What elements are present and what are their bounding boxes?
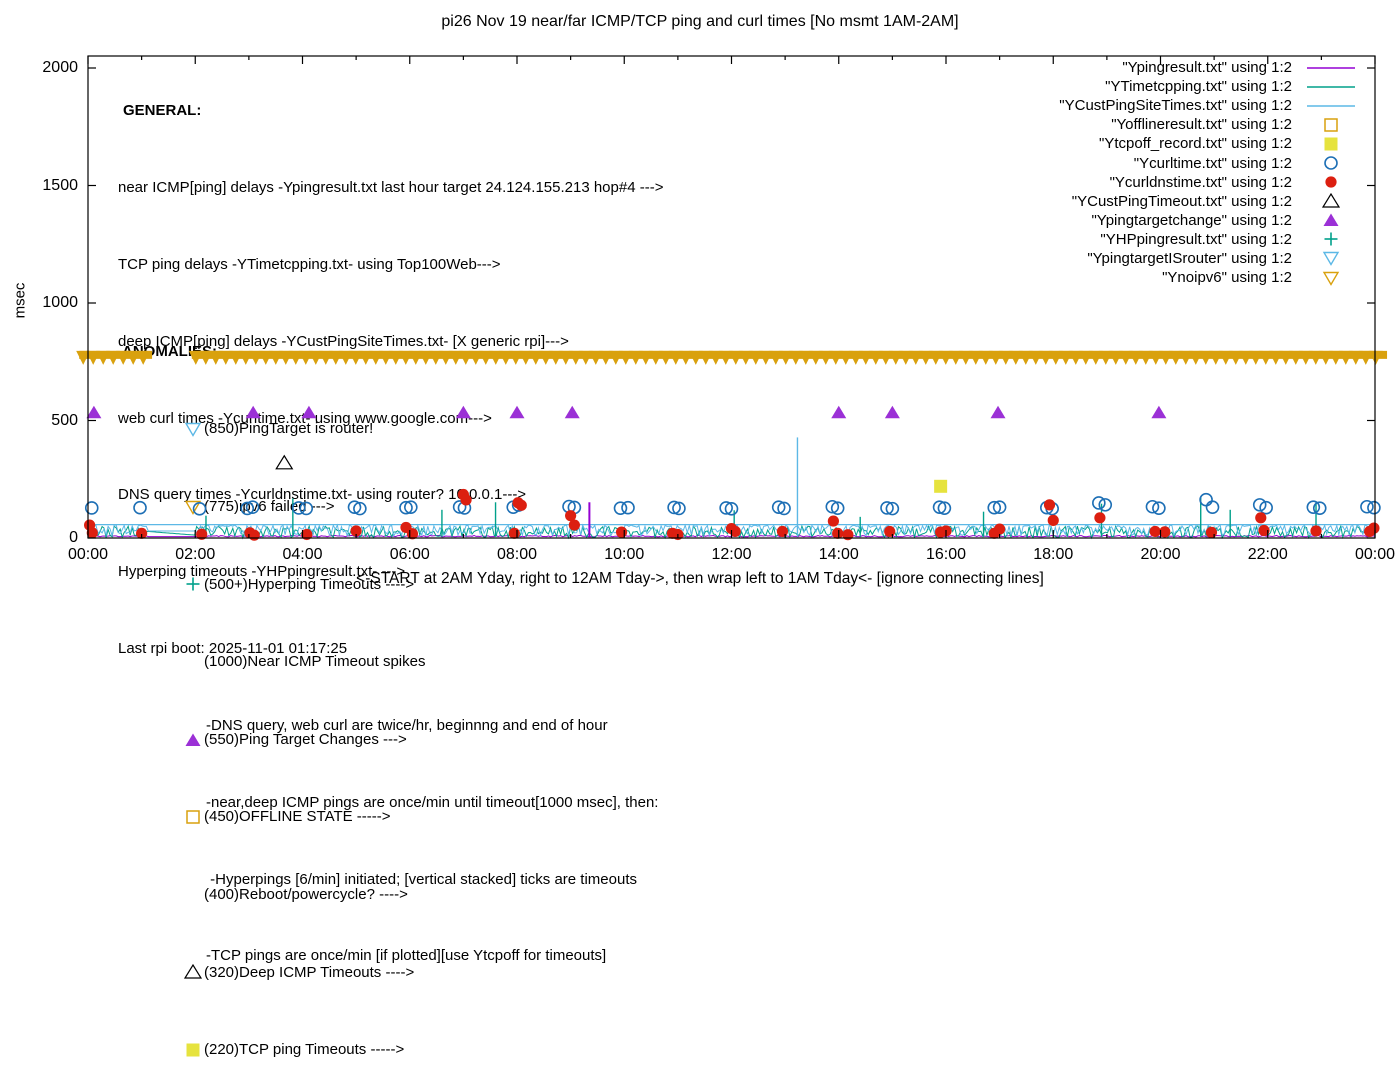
anomaly-item: (450)OFFLINE STATE -----> bbox=[184, 807, 425, 826]
x-tick-label: 14:00 bbox=[818, 546, 859, 563]
legend-label: "YCustPingTimeout.txt" using 1:2 bbox=[1071, 192, 1292, 210]
y-tick-label: 500 bbox=[51, 411, 78, 429]
anomaly-text: (450)OFFLINE STATE -----> bbox=[204, 808, 391, 826]
legend-item: "YHPpingresult.txt" using 1:2 bbox=[1000, 230, 1362, 249]
anomalies-annotations: ANOMALIES: (850)PingTarget is router! (7… bbox=[122, 303, 425, 1079]
legend-item: "YTimetcpping.txt" using 1:2 bbox=[1000, 77, 1362, 96]
legend-marker-icon bbox=[1300, 155, 1362, 171]
general-line: TCP ping delays -YTimetcpping.txt- using… bbox=[118, 256, 501, 274]
anomaly-marker-icon bbox=[184, 499, 204, 515]
anomaly-marker-icon bbox=[184, 576, 204, 592]
anomaly-marker-icon bbox=[184, 732, 204, 748]
anomaly-text: (1000)Near ICMP Timeout spikes bbox=[204, 653, 426, 671]
anomaly-item: (400)Reboot/powercycle? ----> bbox=[184, 885, 425, 904]
legend-item: "Ypingtargetchange" using 1:2 bbox=[1000, 211, 1362, 230]
legend-marker-icon bbox=[1300, 212, 1362, 228]
anomaly-marker-icon bbox=[184, 654, 204, 670]
legend-label: "Ypingresult.txt" using 1:2 bbox=[1122, 59, 1292, 77]
anomaly-item: (320)Deep ICMP Timeouts ----> bbox=[183, 963, 425, 982]
legend-item: "Yofflineresult.txt" using 1:2 bbox=[1000, 115, 1362, 134]
legend-label: "YpingtargetISrouter" using 1:2 bbox=[1087, 249, 1292, 267]
anomaly-item: (850)PingTarget is router! bbox=[184, 419, 425, 438]
legend-item: "Ycurltime.txt" using 1:2 bbox=[1000, 153, 1362, 172]
y-tick-label: 1500 bbox=[42, 176, 78, 194]
x-tick-label: 04:00 bbox=[282, 546, 323, 563]
anomaly-marker-icon bbox=[184, 809, 204, 825]
anomaly-item: (1000)Near ICMP Timeout spikes bbox=[184, 652, 425, 671]
anomaly-item: (220)TCP ping Timeouts -----> bbox=[184, 1040, 425, 1059]
legend-marker-icon bbox=[1300, 193, 1362, 209]
legend-label: "Ytcpoff_record.txt" using 1:2 bbox=[1099, 135, 1292, 153]
legend-item: "Ycurldnstime.txt" using 1:2 bbox=[1000, 173, 1362, 192]
x-tick-label: 22:00 bbox=[1247, 546, 1288, 563]
x-tick-label: 00:00 bbox=[1354, 546, 1396, 563]
general-line: near ICMP[ping] delays -Ypingresult.txt … bbox=[118, 179, 664, 197]
legend-label: "YCustPingSiteTimes.txt" using 1:2 bbox=[1059, 97, 1292, 115]
legend-marker-icon bbox=[1300, 79, 1362, 95]
anomaly-text: (500+)Hyperping Timeouts ----> bbox=[204, 575, 415, 593]
legend-label: "Ycurltime.txt" using 1:2 bbox=[1133, 154, 1292, 172]
anomaly-marker-icon bbox=[184, 1042, 204, 1058]
legend-marker-icon bbox=[1300, 60, 1362, 76]
anomaly-marker-icon bbox=[184, 887, 204, 903]
legend-item: "Ypingresult.txt" using 1:2 bbox=[1000, 58, 1362, 77]
x-tick-label: 10:00 bbox=[604, 546, 645, 563]
legend-marker-icon bbox=[1300, 250, 1362, 267]
x-tick-label: 12:00 bbox=[711, 546, 752, 563]
legend-marker-icon bbox=[1300, 136, 1362, 152]
legend-marker-icon bbox=[1300, 231, 1362, 247]
anomaly-item: (500+)Hyperping Timeouts ----> bbox=[184, 575, 425, 594]
x-tick-label: 18:00 bbox=[1033, 546, 1074, 563]
anomaly-marker-icon bbox=[183, 964, 204, 980]
legend-item: "Ynoipv6" using 1:2 bbox=[1000, 268, 1362, 287]
anomaly-item: (550)Ping Target Changes ---> bbox=[184, 730, 425, 749]
x-tick-label: 16:00 bbox=[925, 546, 967, 563]
x-tick-label: 08:00 bbox=[496, 546, 538, 563]
anomaly-text: (775)ipv6 failed ---> bbox=[204, 498, 335, 516]
y-tick-label: 0 bbox=[69, 529, 78, 546]
anomaly-text: (400)Reboot/powercycle? ----> bbox=[204, 886, 408, 904]
legend-label: "Ypingtargetchange" using 1:2 bbox=[1091, 211, 1292, 229]
x-axis-label: <-START at 2AM Yday, right to 12AM Tday-… bbox=[356, 570, 1044, 587]
legend-label: "Yofflineresult.txt" using 1:2 bbox=[1111, 116, 1292, 134]
anomaly-text: (220)TCP ping Timeouts -----> bbox=[204, 1041, 405, 1059]
x-tick-label: 00:00 bbox=[67, 546, 109, 563]
legend: "Ypingresult.txt" using 1:2 "YTimetcppin… bbox=[1000, 58, 1362, 287]
legend-item: "YCustPingSiteTimes.txt" using 1:2 bbox=[1000, 96, 1362, 115]
legend-label: "YTimetcpping.txt" using 1:2 bbox=[1105, 78, 1292, 96]
anomaly-text: (850)PingTarget is router! bbox=[204, 420, 374, 438]
anomaly-item: (775)ipv6 failed ---> bbox=[184, 497, 425, 516]
anomaly-marker-icon bbox=[184, 421, 204, 438]
anomaly-text: (550)Ping Target Changes ---> bbox=[204, 730, 407, 748]
legend-label: "Ycurldnstime.txt" using 1:2 bbox=[1109, 173, 1292, 191]
legend-marker-icon bbox=[1300, 270, 1362, 286]
x-tick-label: 20:00 bbox=[1140, 546, 1181, 563]
legend-label: "YHPpingresult.txt" using 1:2 bbox=[1100, 230, 1292, 248]
legend-label: "Ynoipv6" using 1:2 bbox=[1162, 269, 1292, 287]
legend-item: "YpingtargetISrouter" using 1:2 bbox=[1000, 249, 1362, 268]
legend-marker-icon bbox=[1300, 174, 1362, 190]
legend-item: "YCustPingTimeout.txt" using 1:2 bbox=[1000, 192, 1362, 211]
anomaly-text: (320)Deep ICMP Timeouts ----> bbox=[204, 963, 415, 981]
y-tick-label: 2000 bbox=[42, 59, 78, 76]
legend-marker-icon bbox=[1300, 117, 1362, 133]
general-line: Hyperping timeouts -YHPpingresult.txt- -… bbox=[118, 563, 406, 581]
y-tick-label: 1000 bbox=[42, 294, 78, 311]
anomalies-heading: ANOMALIES: bbox=[122, 342, 217, 360]
x-tick-label: 02:00 bbox=[175, 546, 216, 563]
legend-item: "Ytcpoff_record.txt" using 1:2 bbox=[1000, 134, 1362, 153]
chart-title: pi26 Nov 19 near/far ICMP/TCP ping and c… bbox=[441, 13, 959, 30]
general-heading: GENERAL: bbox=[123, 102, 202, 120]
legend-marker-icon bbox=[1300, 98, 1362, 114]
x-tick-label: 06:00 bbox=[389, 546, 430, 563]
